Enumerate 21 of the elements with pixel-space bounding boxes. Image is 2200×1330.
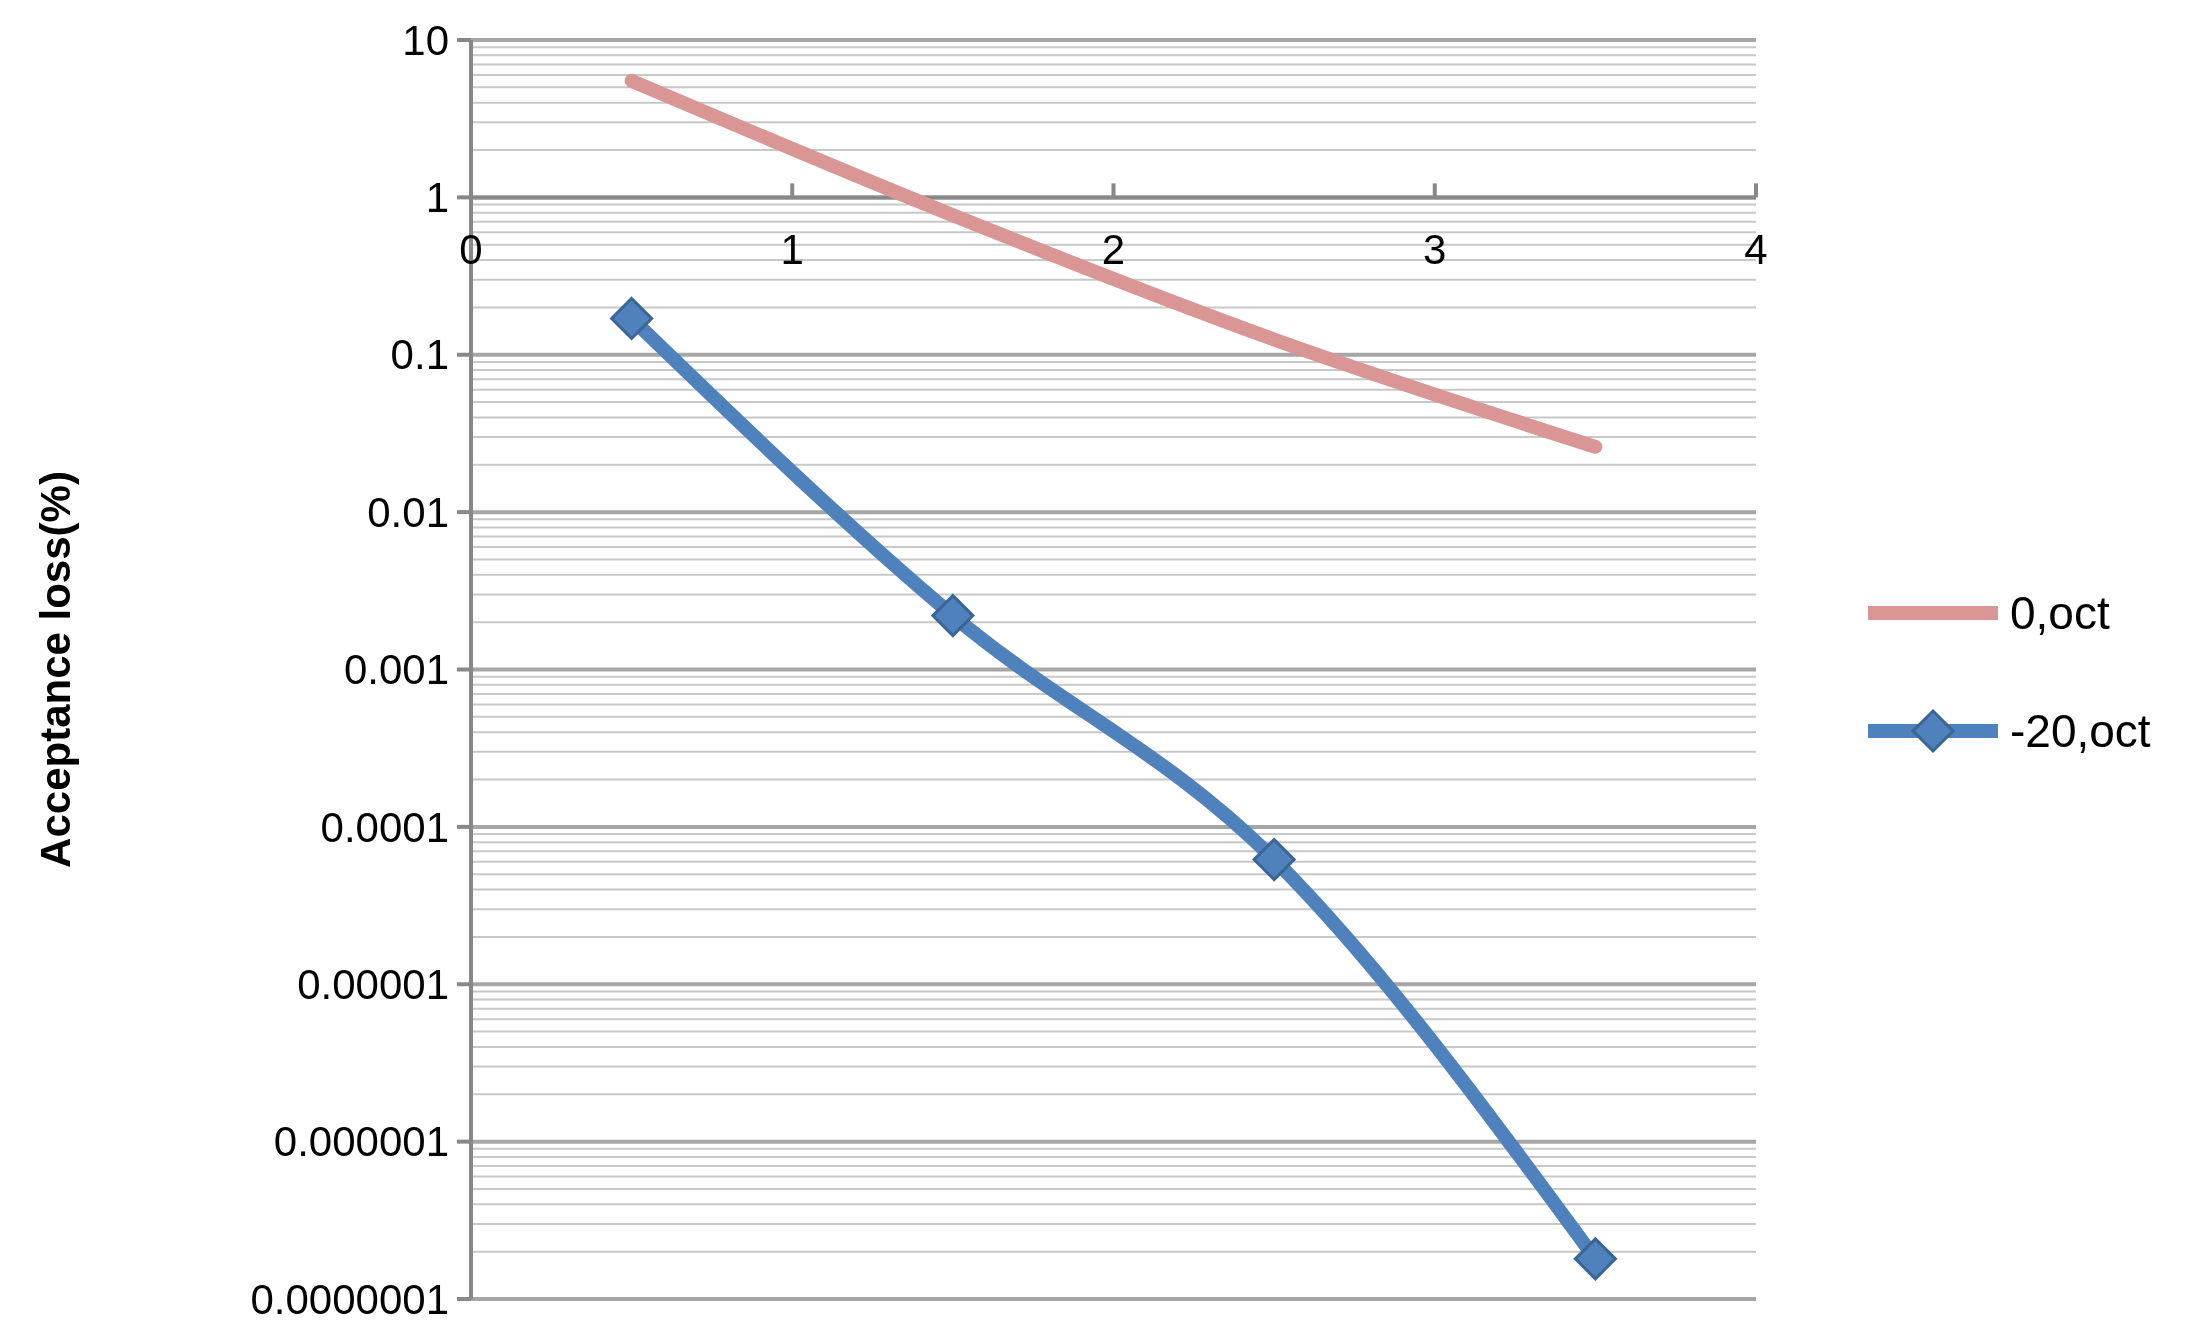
y-tick-label: 0.01 [367,488,449,536]
x-tick-label: 1 [780,226,804,274]
y-tick-label: 10 [402,16,449,64]
y-tick-label: 0.000001 [273,1118,449,1166]
x-tick-label: 4 [1744,226,1768,274]
y-tick-label: 0.0001 [320,803,449,851]
point [610,296,654,340]
y-tick-label: 0.1 [390,331,449,379]
y-tick-label: 0.001 [343,646,449,694]
x-tick-label: 3 [1423,226,1447,274]
point [931,594,975,638]
legend-label: 0,oct [2010,587,2110,640]
y-axis-title: Acceptance loss(%) [32,471,79,868]
y-tick-label: 0.0000001 [250,1275,449,1323]
legend-label: -20,oct [2010,705,2151,758]
x-tick-label: 2 [1101,226,1126,274]
point [1252,838,1296,882]
point [1573,1237,1617,1281]
y-tick-label: 1 [425,174,449,222]
x-tick-label: 0 [459,226,483,274]
y-tick-label: 0.00001 [297,960,449,1008]
